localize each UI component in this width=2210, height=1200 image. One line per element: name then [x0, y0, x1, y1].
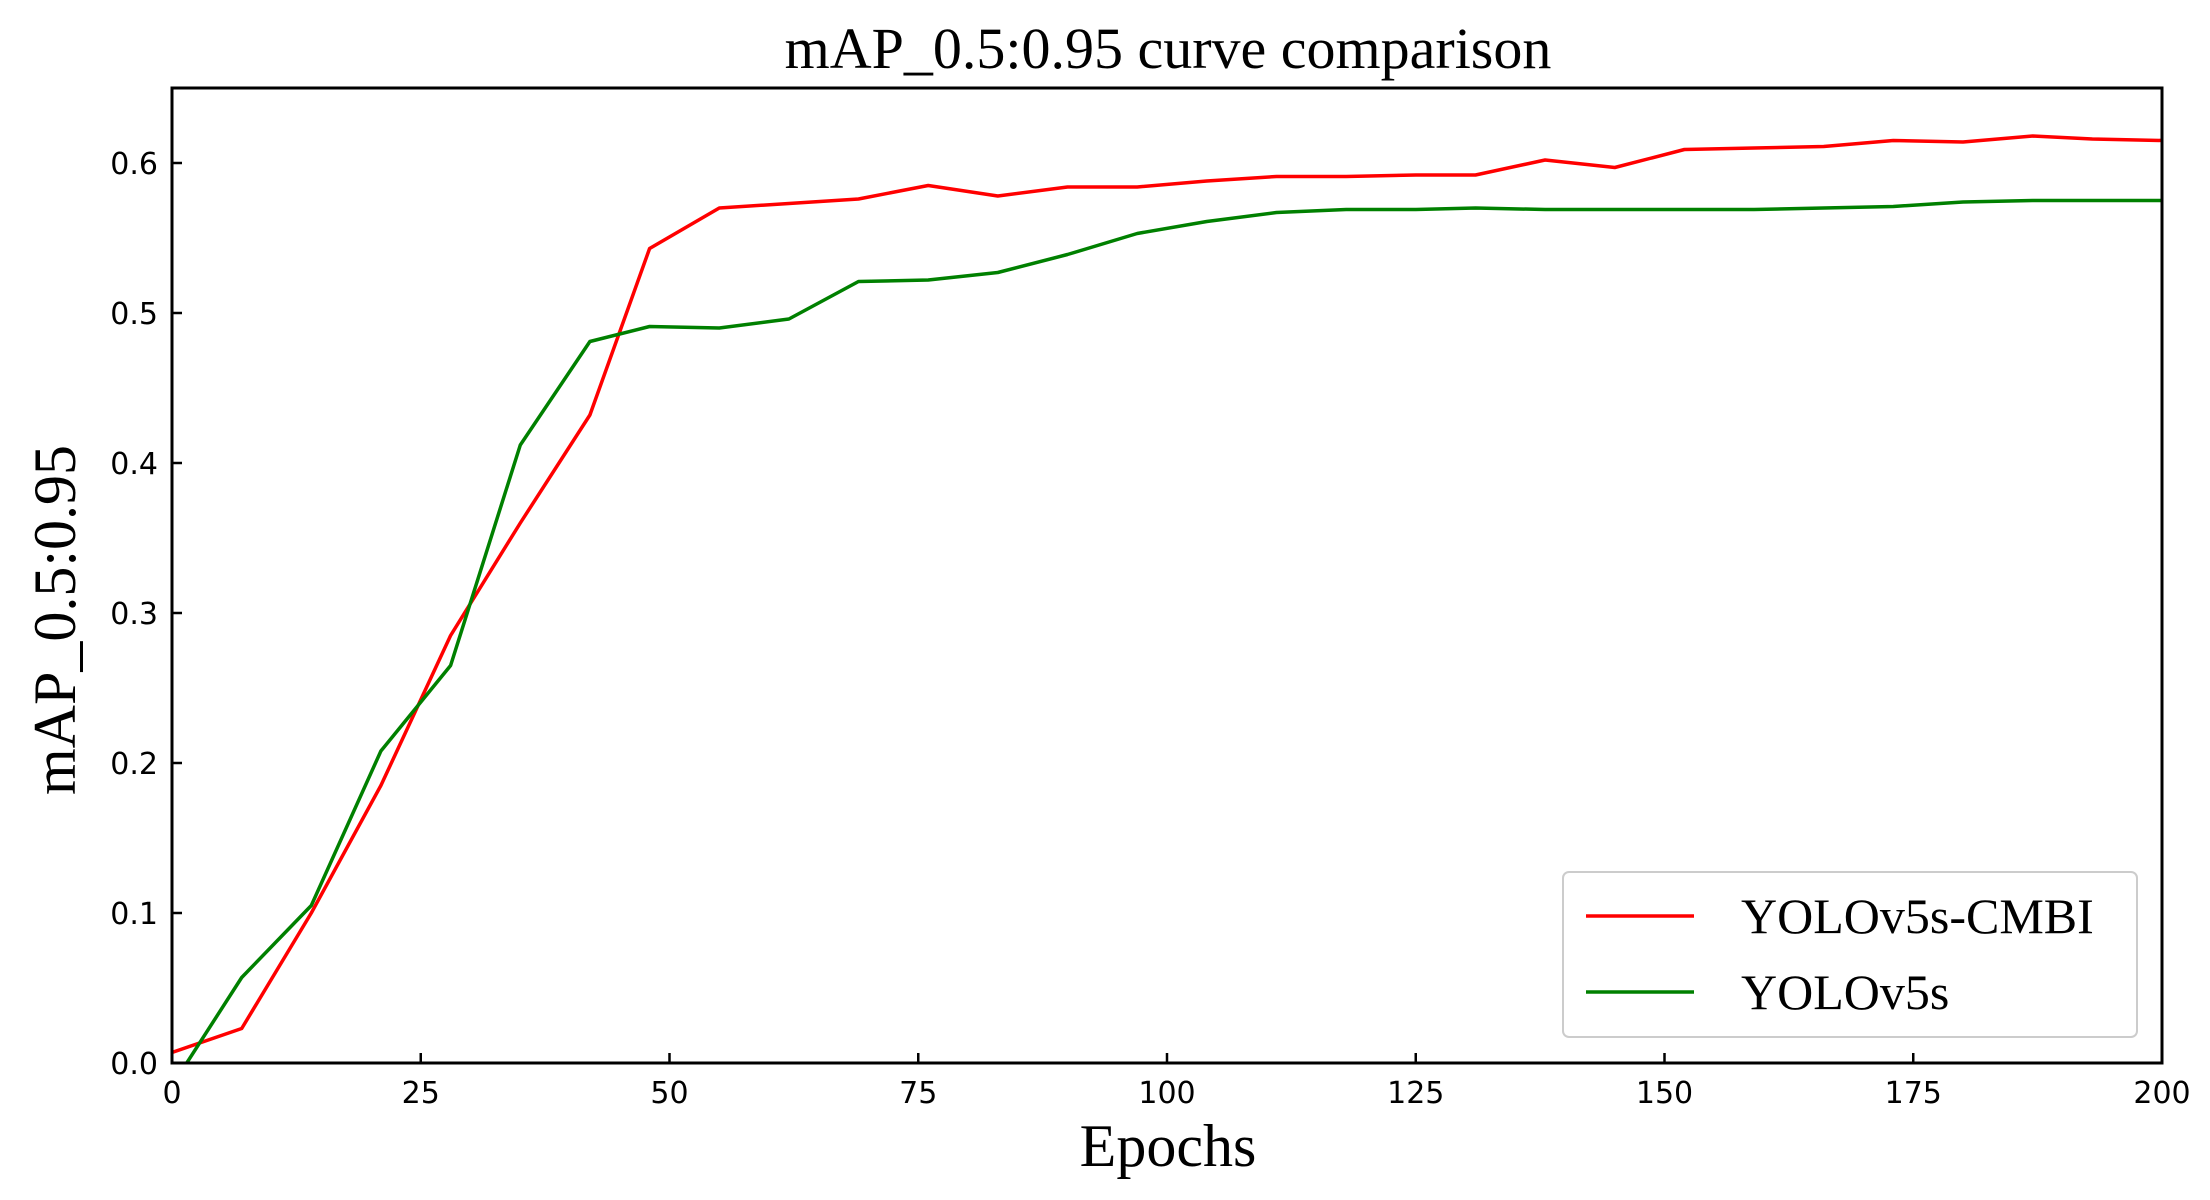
x-tick-label: 0 — [162, 1076, 181, 1111]
y-tick-label: 0.4 — [110, 447, 158, 482]
x-tick-label: 200 — [2133, 1076, 2190, 1111]
x-tick-label: 50 — [650, 1076, 688, 1111]
y-tick-label: 0.2 — [110, 747, 158, 782]
series-line-yolov5s — [172, 198, 2162, 1063]
legend-label: YOLOv5s — [1741, 964, 1949, 1020]
x-tick-label: 175 — [1885, 1076, 1942, 1111]
y-axis-label: mAP_0.5:0.95 — [22, 445, 88, 795]
plot-area: 0 25 50 75 100 125 150 175 200 0.0 0.1 0.2 0.3 0.4 0.5… — [110, 86, 2191, 1111]
x-tick-label: 125 — [1387, 1076, 1444, 1111]
legend-label: YOLOv5s-CMBI — [1741, 888, 2094, 944]
x-tick-label: 150 — [1636, 1076, 1693, 1111]
x-tick-label: 75 — [899, 1076, 937, 1111]
x-tick-label: 100 — [1138, 1076, 1195, 1111]
legend: YOLOv5s-CMBI YOLOv5s — [1562, 871, 2138, 1038]
series-line-yolov5s-cmbi — [172, 134, 2162, 1055]
y-tick-label: 0.3 — [110, 597, 158, 632]
y-tick-label: 0.1 — [110, 897, 158, 932]
legend-box — [1562, 871, 2138, 1038]
chart-title: mAP_0.5:0.95 curve comparison — [785, 16, 1552, 81]
y-tick-label: 0.5 — [110, 297, 158, 332]
y-tick-label: 0.0 — [110, 1047, 158, 1082]
x-tick-label: 25 — [402, 1076, 440, 1111]
y-tick-label: 0.6 — [110, 147, 158, 182]
x-axis-label: Epochs — [1080, 1113, 1257, 1179]
